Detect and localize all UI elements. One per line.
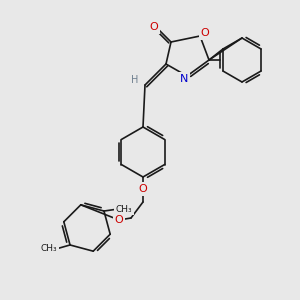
Text: CH₃: CH₃ [41,244,57,253]
Text: H: H [131,75,139,85]
Text: N: N [180,74,188,84]
Text: O: O [139,184,147,194]
Text: O: O [115,215,123,225]
Text: O: O [150,22,158,32]
Text: O: O [201,28,209,38]
Text: CH₃: CH₃ [116,205,132,214]
